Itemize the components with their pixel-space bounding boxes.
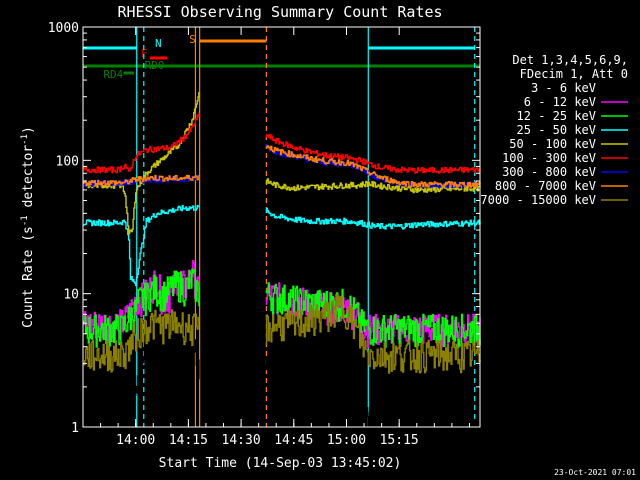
y-tick-label: 100 <box>56 154 79 169</box>
y-tick-label: 10 <box>63 288 79 303</box>
x-tick-label: 15:00 <box>327 433 366 448</box>
legend-label-7000-15000-kev: 7000 - 15000 keV <box>480 193 596 207</box>
legend-header-1: Det 1,3,4,5,6,9, <box>512 53 628 67</box>
legend-label-800-7000-kev: 800 - 7000 keV <box>495 179 596 193</box>
x-tick-label: 14:15 <box>169 433 208 448</box>
legend: Det 1,3,4,5,6,9, FDecim 1, Att 0 3 - 6 k… <box>480 53 628 207</box>
series-25-50-kev-line <box>265 207 481 230</box>
series-12-25-kev-line <box>83 268 200 348</box>
series-7000-15000-kev-line <box>265 294 481 374</box>
timestamp: 23-Oct-2021 07:01 <box>554 468 636 477</box>
x-axis-label: Start Time (14-Sep-03 13:45:02) <box>159 456 402 471</box>
legend-label-50-100-kev: 50 - 100 keV <box>509 137 596 151</box>
legend-label-25-50-kev: 25 - 50 keV <box>517 123 596 137</box>
y-axis-label: Count Rate (s-1 detector-1) <box>20 126 36 328</box>
series-3-6-kev-line <box>83 301 200 428</box>
series-100-300-kev-line <box>265 133 481 174</box>
plot-frame <box>82 26 481 428</box>
series-layer <box>83 92 481 428</box>
legend-label-12-25-kev: 12 - 25 keV <box>517 109 596 123</box>
x-tick-label: 14:45 <box>274 433 313 448</box>
x-axis: 14:00 14:15 14:30 14:45 15:00 15:15 <box>82 27 470 448</box>
flag-label-n: N <box>155 37 162 50</box>
y-axis-label-sup2: -1 <box>20 134 30 145</box>
y-axis-label-main: Count Rate (s <box>21 226 36 328</box>
series-800-7000-kev-line <box>265 145 481 188</box>
legend-label-100-300-kev: 100 - 300 keV <box>502 151 596 165</box>
y-axis: 1 10 100 1000 <box>48 21 480 436</box>
x-tick-label: 14:00 <box>116 433 155 448</box>
y-axis-label-mid: detector <box>21 145 36 216</box>
flag-label-f: F <box>141 47 148 60</box>
y-axis-label-end: ) <box>21 126 36 134</box>
series-800-7000-kev-line <box>83 174 200 187</box>
flag-label-s: S <box>189 33 196 46</box>
series-6-12-kev-line <box>83 260 200 343</box>
series-7000-15000-kev-line <box>83 309 200 373</box>
y-tick-label: 1 <box>71 421 79 436</box>
y-axis-label-sup1: -1 <box>20 215 30 226</box>
legend-label-3-6-kev: 3 - 6 keV <box>531 81 596 95</box>
y-tick-label: 1000 <box>48 21 79 36</box>
legend-label-6-12-kev: 6 - 12 keV <box>524 95 596 109</box>
x-tick-label: 15:15 <box>380 433 419 448</box>
series-25-50-kev-line <box>83 204 200 287</box>
series-100-300-kev-line <box>83 112 200 174</box>
chart-title: RHESSI Observing Summary Count Rates <box>117 3 442 21</box>
flag-label-rd0: RD0 <box>144 59 164 72</box>
flag-label-rd4: RD4 <box>103 68 123 81</box>
x-tick-label: 14:30 <box>222 433 261 448</box>
legend-label-300-800-kev: 300 - 800 keV <box>502 165 596 179</box>
legend-header-2: FDecim 1, Att 0 <box>520 67 628 81</box>
series-3-6-kev-line <box>265 335 481 428</box>
series-50-100-kev-line <box>265 178 481 194</box>
